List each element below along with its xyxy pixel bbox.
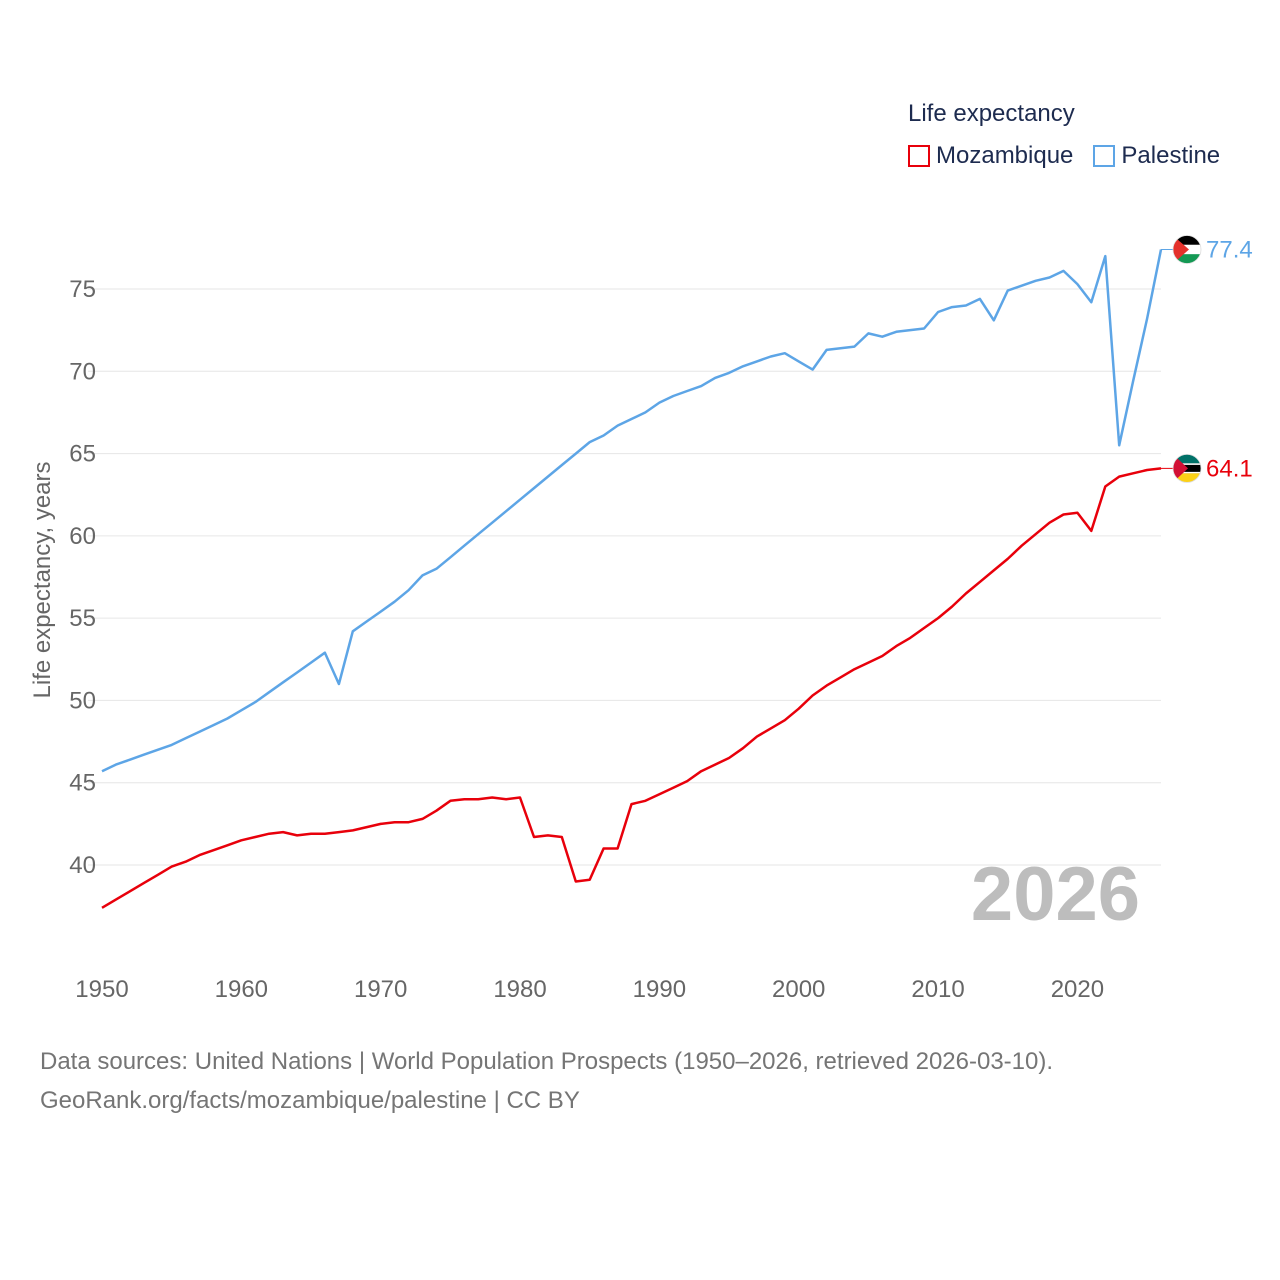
x-tick-label: 1950 xyxy=(75,976,128,1003)
legend-item-palestine[interactable]: Palestine xyxy=(1093,142,1220,170)
gridlines xyxy=(88,288,1161,866)
y-tick-label: 65 xyxy=(69,441,96,468)
y-tick-label: 75 xyxy=(69,276,96,303)
y-tick-label: 55 xyxy=(69,605,96,632)
legend-label-mozambique: Mozambique xyxy=(936,142,1074,169)
year-watermark: 2026 xyxy=(971,852,1140,937)
source-note: Data sources: United Nations | World Pop… xyxy=(40,1042,1053,1120)
x-tick-label: 1970 xyxy=(354,976,407,1003)
legend-label-palestine: Palestine xyxy=(1121,142,1221,169)
x-tick-label: 1990 xyxy=(633,976,686,1003)
series-endpoints: 64.1 77.4 xyxy=(1161,235,1253,483)
series-line-palestine xyxy=(101,249,1163,773)
end-value-label-palestine: 77.4 xyxy=(1206,237,1253,264)
y-tick-label: 40 xyxy=(69,852,96,879)
legend-swatch-palestine xyxy=(1093,145,1116,167)
legend: Life expectancy Mozambique Palestine xyxy=(908,100,1220,170)
x-tick-label: 1960 xyxy=(215,976,268,1003)
y-axis-title: Life expectancy, years xyxy=(29,461,56,698)
legend-item-mozambique[interactable]: Mozambique xyxy=(908,142,1073,170)
series-line-mozambique xyxy=(101,467,1162,909)
y-tick-label: 70 xyxy=(69,358,96,385)
end-value-label-mozambique: 64.1 xyxy=(1206,455,1253,482)
flag-palestine-icon xyxy=(1172,235,1202,264)
legend-swatch-mozambique xyxy=(908,145,930,167)
x-axis-ticks: 1950 1960 1970 1980 1990 2000 2010 2020 xyxy=(75,976,1104,1003)
y-tick-label: 50 xyxy=(69,687,96,714)
series xyxy=(101,249,1163,909)
x-tick-label: 2010 xyxy=(911,976,964,1003)
source-line-1: Data sources: United Nations | World Pop… xyxy=(40,1048,1054,1075)
flag-mozambique-icon xyxy=(1172,453,1202,483)
source-line-2: GeoRank.org/facts/mozambique/palestine |… xyxy=(40,1087,580,1114)
x-tick-label: 1980 xyxy=(493,976,546,1003)
x-tick-label: 2020 xyxy=(1051,976,1104,1003)
y-tick-label: 45 xyxy=(69,770,96,797)
legend-title: Life expectancy xyxy=(908,100,1075,127)
y-tick-label: 60 xyxy=(69,523,96,550)
x-tick-label: 2000 xyxy=(772,976,825,1003)
y-axis-ticks: 40 45 50 55 60 65 70 75 xyxy=(69,276,96,879)
